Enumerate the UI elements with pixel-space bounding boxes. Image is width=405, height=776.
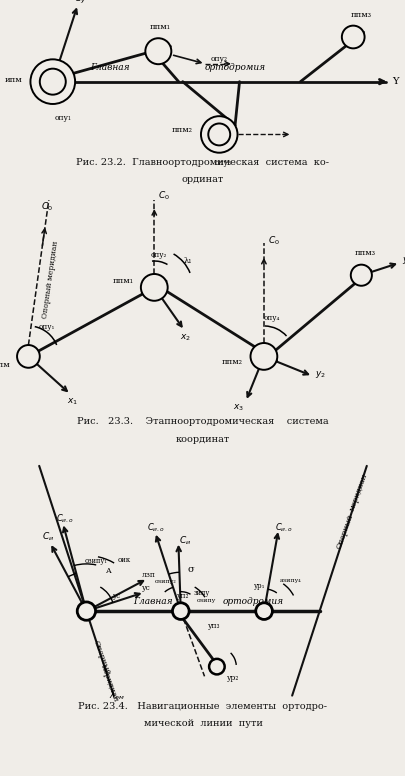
Text: $C_y$: $C_y$	[74, 0, 86, 6]
Text: ппм₂: ппм₂	[171, 126, 192, 133]
Text: ппм₁: ппм₁	[113, 277, 134, 286]
Circle shape	[145, 38, 171, 64]
Circle shape	[141, 274, 167, 301]
Text: $C_{и.о}$: $C_{и.о}$	[275, 521, 292, 534]
Text: Рис. 23.4.   Навигационные  элементы  ортодро-: Рис. 23.4. Навигационные элементы ортодр…	[78, 702, 327, 711]
Text: $\lambda_{ом}$: $\lambda_{ом}$	[108, 689, 124, 702]
Text: Рис.   23.3.    Этапноортодромическая    система: Рис. 23.3. Этапноортодромическая система	[77, 417, 328, 427]
Text: $C_и$: $C_и$	[179, 534, 191, 546]
Text: ординат: ординат	[181, 175, 224, 184]
Text: Рис. 23.2.  Главноортодромическая  система  ко-: Рис. 23.2. Главноортодромическая система…	[76, 158, 329, 167]
Text: $C_0$: $C_0$	[41, 201, 53, 213]
Text: опу₂: опу₂	[151, 251, 167, 259]
Text: $C_0$: $C_0$	[158, 190, 170, 203]
Text: озипу₂: озипу₂	[154, 580, 176, 584]
Text: лзп: лзп	[142, 571, 156, 579]
Text: $C_0$: $C_0$	[267, 234, 279, 247]
Circle shape	[341, 26, 364, 48]
Circle shape	[77, 602, 95, 620]
Text: опу₄: опу₄	[263, 314, 279, 322]
Text: меридиан: меридиан	[99, 663, 120, 703]
Text: оик: оик	[117, 556, 130, 563]
Text: озипу₁: озипу₁	[85, 557, 107, 565]
Text: зипу: зипу	[193, 589, 209, 597]
Text: ипм: ипм	[0, 361, 10, 369]
Circle shape	[250, 343, 277, 370]
Text: ус: ус	[113, 592, 121, 600]
Text: опу₁: опу₁	[38, 323, 55, 331]
Text: ппм₃: ппм₃	[354, 249, 375, 257]
Text: ортодромия: ортодромия	[222, 597, 283, 606]
Text: Опорный: Опорный	[91, 639, 111, 676]
Text: координат: координат	[175, 435, 230, 444]
Text: ипм: ипм	[4, 75, 22, 84]
Text: А: А	[105, 566, 111, 575]
Text: азипу₄: азипу₄	[279, 578, 301, 583]
Circle shape	[255, 603, 272, 619]
Text: σ: σ	[187, 565, 193, 574]
Text: $y_3$: $y_3$	[401, 255, 405, 266]
Circle shape	[350, 265, 371, 286]
Text: $C_{и.о}$: $C_{и.о}$	[147, 521, 165, 534]
Text: опу₁: опу₁	[54, 114, 71, 122]
Text: Опорный меридиан: Опорный меридиан	[41, 240, 60, 319]
Text: Y: Y	[392, 77, 398, 86]
Text: озипу: озипу	[196, 598, 215, 603]
Text: $x_2$: $x_2$	[179, 333, 190, 343]
Text: Главная: Главная	[133, 597, 173, 606]
Text: λ₁: λ₁	[183, 257, 191, 265]
Text: меридиан: меридиан	[347, 472, 368, 512]
Text: ур₂: ур₂	[227, 674, 239, 682]
Text: ортодромия: ортодромия	[205, 63, 265, 72]
Text: Опорный: Опорный	[335, 513, 355, 549]
Text: ур₁: ур₁	[254, 582, 265, 590]
Text: ппм₂: ппм₂	[221, 359, 242, 366]
Text: ппм₃: ппм₃	[350, 11, 371, 19]
Text: уп₂: уп₂	[177, 592, 190, 600]
Text: ппм₁: ппм₁	[149, 23, 171, 31]
Text: ус: ус	[141, 584, 150, 592]
Text: мической  линии  пути: мической линии пути	[143, 719, 262, 728]
Text: уп₃: уп₃	[207, 622, 220, 630]
Text: $C_{и.о}$: $C_{и.о}$	[56, 512, 74, 525]
Text: опу₂: опу₂	[211, 55, 228, 63]
Text: опу₃: опу₃	[214, 159, 231, 167]
Circle shape	[200, 116, 237, 153]
Text: $C_и$: $C_и$	[42, 531, 54, 543]
Circle shape	[172, 603, 189, 619]
Circle shape	[209, 659, 224, 674]
Text: $x_3$: $x_3$	[232, 403, 243, 413]
Text: $y_2$: $y_2$	[314, 369, 325, 379]
Text: $x_1$: $x_1$	[67, 397, 78, 407]
Text: Главная: Главная	[90, 63, 129, 72]
Circle shape	[30, 59, 75, 104]
Circle shape	[17, 345, 40, 368]
